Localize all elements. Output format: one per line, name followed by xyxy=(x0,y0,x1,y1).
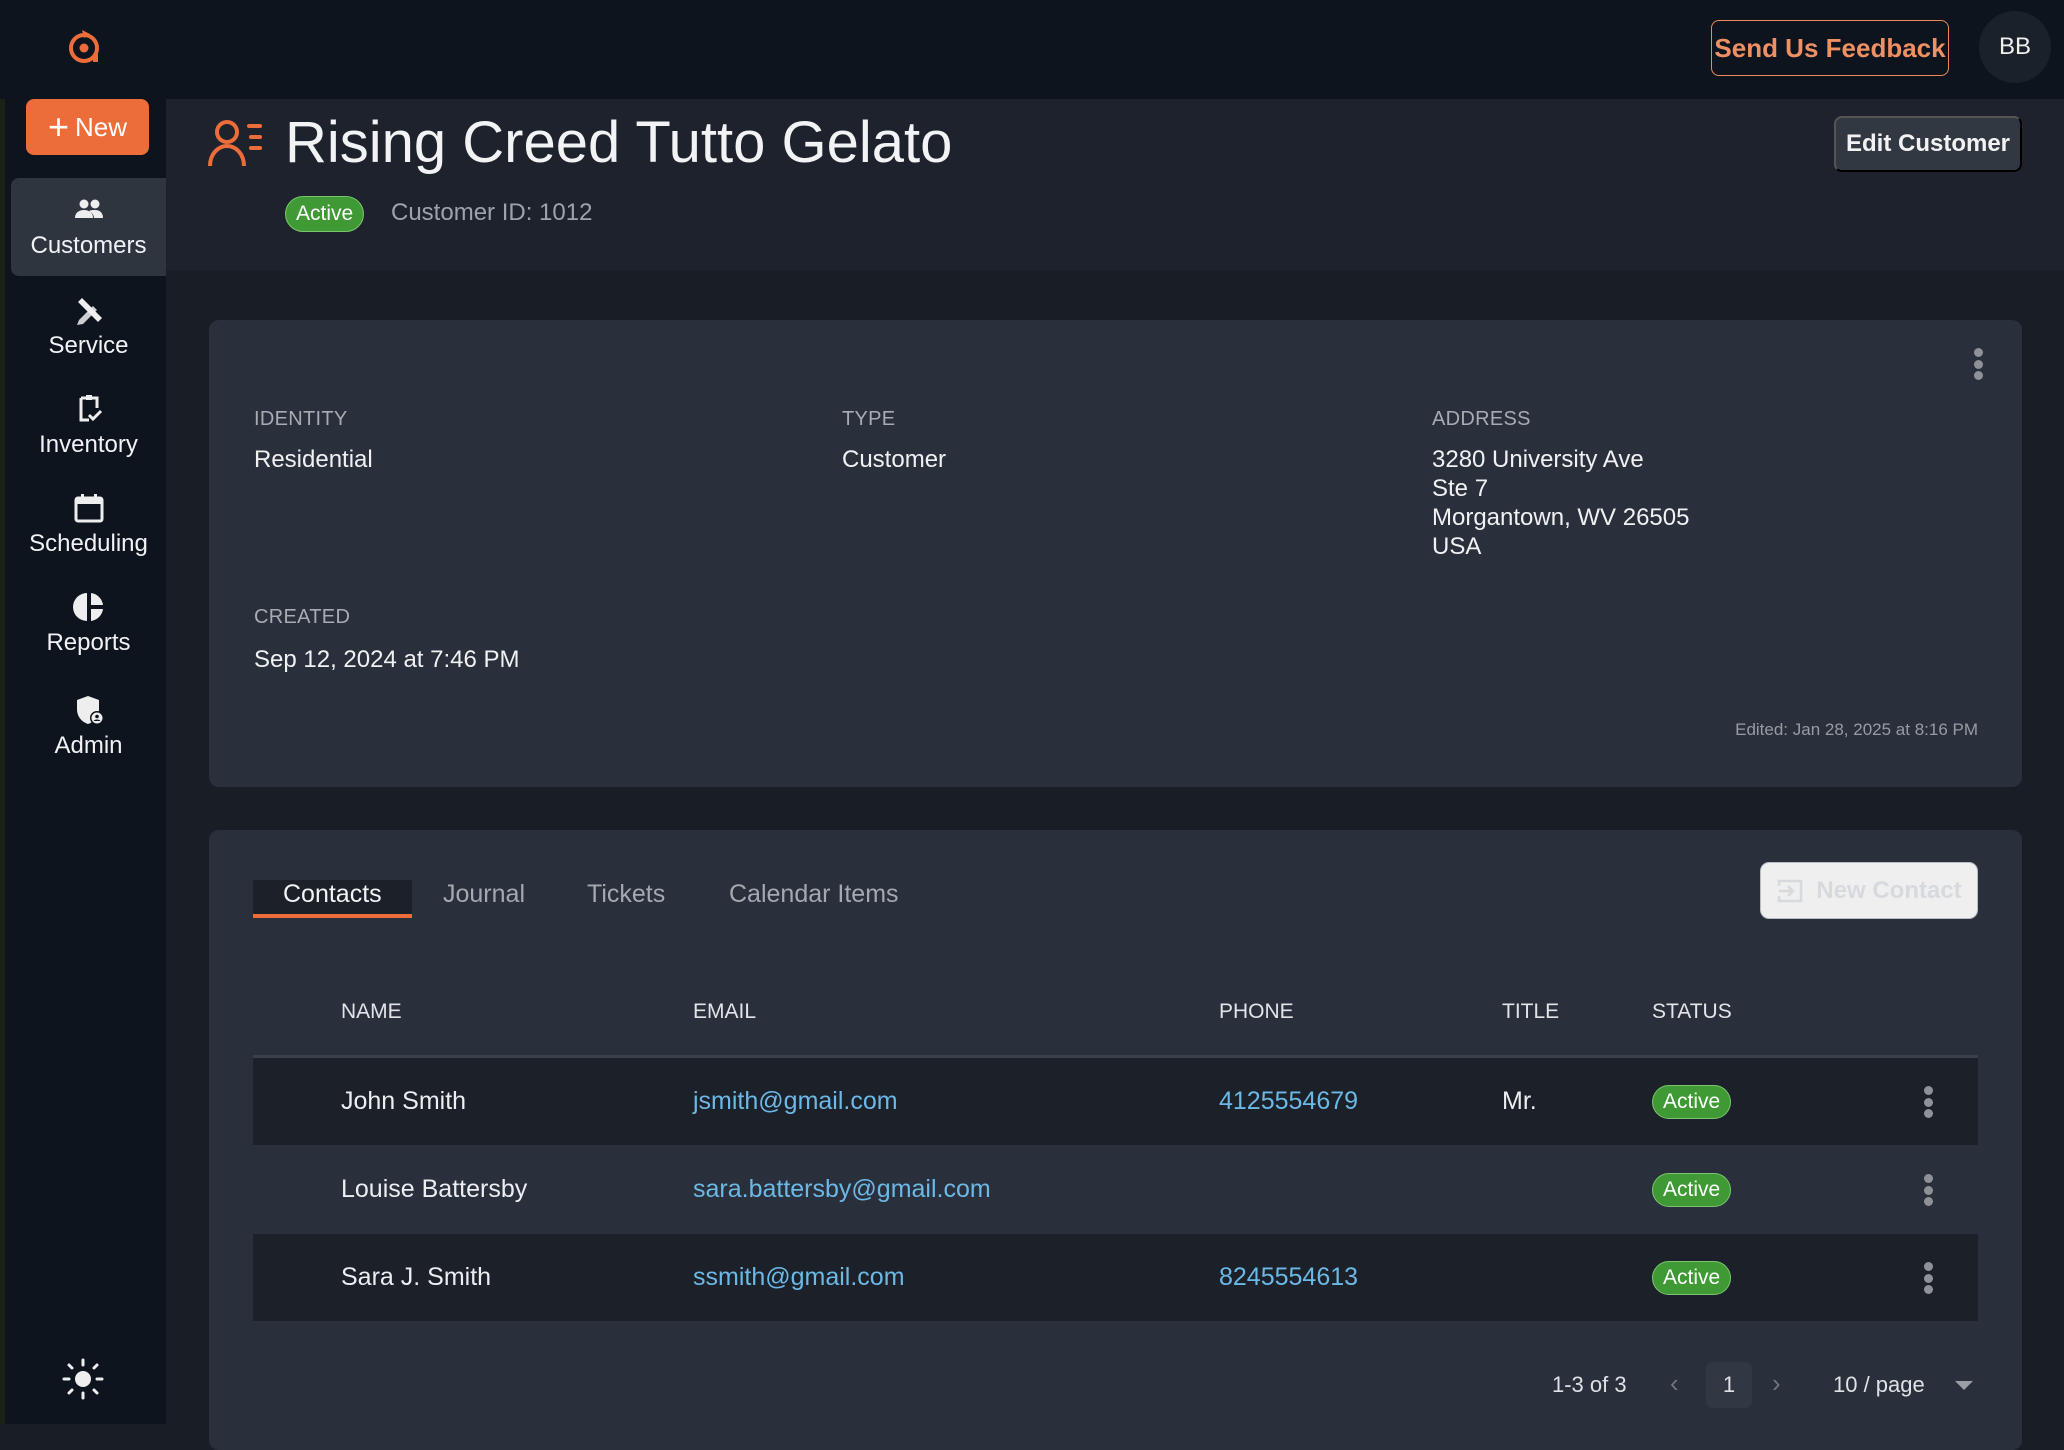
calendar-icon xyxy=(74,494,103,523)
type-label: TYPE xyxy=(842,408,896,430)
type-value: Customer xyxy=(842,446,947,473)
customer-details-card xyxy=(209,320,2022,787)
sidebar-item-reports[interactable]: Reports xyxy=(11,575,166,673)
cell-status: Active xyxy=(1652,1058,1732,1145)
page-title: Rising Creed Tutto Gelato xyxy=(285,110,953,175)
prev-page-icon[interactable]: ‹ xyxy=(1670,1368,1679,1398)
shield-user-icon xyxy=(76,696,104,725)
table-row[interactable]: Louise Battersby sara.battersby@gmail.com… xyxy=(253,1146,1978,1233)
table-row[interactable]: John Smith jsmith@gmail.com 4125554679 Mr. A… xyxy=(253,1058,1978,1145)
tab-journal[interactable]: Journal xyxy=(443,880,525,908)
row-more-icon[interactable] xyxy=(1923,1086,1933,1118)
status-badge: Active xyxy=(285,196,365,232)
column-header-phone: PHONE xyxy=(1219,1000,1294,1023)
sun-icon[interactable] xyxy=(62,1358,104,1400)
column-header-status: STATUS xyxy=(1652,1000,1732,1023)
column-header-name: NAME xyxy=(341,1000,402,1023)
new-button[interactable]: + New xyxy=(26,99,149,155)
status-badge: Active xyxy=(1652,1172,1732,1207)
app-logo-icon[interactable] xyxy=(64,24,104,68)
identity-label: IDENTITY xyxy=(254,408,348,430)
cell-name: Sara J. Smith xyxy=(341,1263,492,1291)
cell-name: John Smith xyxy=(341,1087,467,1115)
sidebar-item-inventory[interactable]: Inventory xyxy=(11,377,166,475)
cell-email[interactable]: jsmith@gmail.com xyxy=(693,1087,898,1115)
column-header-email: EMAIL xyxy=(693,1000,757,1023)
avatar[interactable]: BB xyxy=(1979,11,2051,83)
cell-status: Active xyxy=(1652,1146,1732,1233)
status-badge: Active xyxy=(1652,1084,1732,1119)
new-contact-button[interactable]: New Contact xyxy=(1760,862,1978,919)
edit-customer-button[interactable]: Edit Customer xyxy=(1834,116,2022,172)
created-label: CREATED xyxy=(254,606,351,628)
details-more-icon[interactable] xyxy=(1973,348,1983,380)
tab-calendar-items[interactable]: Calendar Items xyxy=(729,880,899,908)
edited-timestamp: Edited: Jan 28, 2025 at 8:16 PM xyxy=(1735,720,1978,739)
cell-status: Active xyxy=(1652,1234,1732,1321)
column-header-title: TITLE xyxy=(1502,1000,1560,1023)
cell-title: Mr. xyxy=(1502,1087,1537,1115)
status-badge: Active xyxy=(1652,1260,1732,1295)
page-button-1[interactable]: 1 xyxy=(1706,1362,1752,1408)
table-header-divider xyxy=(253,1055,1978,1058)
cell-phone[interactable]: 8245554613 xyxy=(1219,1263,1359,1291)
customer-id: Customer ID: 1012 xyxy=(391,199,593,226)
sidebar-item-service[interactable]: Service xyxy=(11,278,166,376)
tab-contacts[interactable]: Contacts xyxy=(253,880,412,918)
sidebar-item-customers[interactable]: Customers xyxy=(11,178,166,276)
cell-email[interactable]: sara.battersby@gmail.com xyxy=(693,1175,991,1203)
caret-down-icon xyxy=(1954,1380,1973,1390)
send-feedback-button[interactable]: Send Us Feedback xyxy=(1711,20,1949,76)
pagination-range: 1-3 of 3 xyxy=(1552,1372,1627,1397)
next-page-icon[interactable]: › xyxy=(1772,1368,1781,1398)
table-row[interactable]: Sara J. Smith ssmith@gmail.com 8245554613 A… xyxy=(253,1234,1978,1321)
tools-icon xyxy=(76,298,102,325)
row-more-icon[interactable] xyxy=(1923,1174,1933,1206)
top-bar xyxy=(0,0,2064,99)
users-icon xyxy=(74,199,103,218)
enter-icon xyxy=(1778,879,1803,902)
clipboard-check-icon xyxy=(79,395,102,422)
page-size-select[interactable]: 10 / page xyxy=(1833,1372,1973,1398)
customer-list-icon xyxy=(208,120,262,167)
created-value: Sep 12, 2024 at 7:46 PM xyxy=(254,646,520,673)
sidebar-item-admin[interactable]: Admin xyxy=(11,678,166,776)
address-label: ADDRESS xyxy=(1432,408,1531,430)
sidebar-item-scheduling[interactable]: Scheduling xyxy=(11,476,166,574)
row-more-icon[interactable] xyxy=(1923,1262,1933,1294)
address-value: 3280 University Ave Ste 7 Morgantown, WV… xyxy=(1432,446,1690,560)
tab-tickets[interactable]: Tickets xyxy=(587,880,666,908)
cell-email[interactable]: ssmith@gmail.com xyxy=(693,1263,905,1291)
page-header xyxy=(166,99,2064,270)
plus-icon: + xyxy=(47,106,69,147)
cell-phone[interactable]: 4125554679 xyxy=(1219,1087,1359,1115)
cell-name: Louise Battersby xyxy=(341,1175,528,1203)
pie-chart-icon xyxy=(72,593,103,621)
identity-value: Residential xyxy=(254,446,373,473)
